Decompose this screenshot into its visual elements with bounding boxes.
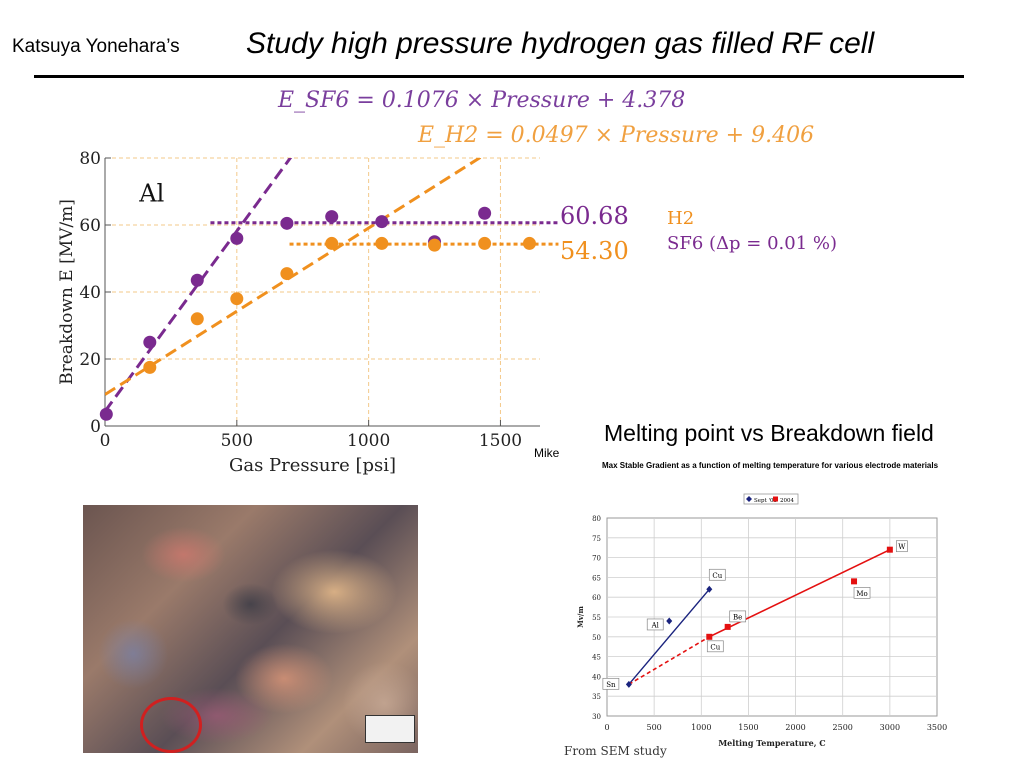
h2-data-point <box>190 312 204 326</box>
x-tick-label: 3500 <box>927 723 947 732</box>
x-axis-label: Gas Pressure [psi] <box>229 455 396 476</box>
legend-2004-marker <box>773 496 778 502</box>
material-label: Cu <box>710 643 720 651</box>
sem-surface-photo <box>83 505 418 753</box>
x-tick-label: 2000 <box>785 723 805 732</box>
h2-data-point <box>522 236 536 250</box>
legend-sept08-marker <box>746 496 752 502</box>
x-tick-label: 1000 <box>691 723 711 732</box>
y-tick-label: 70 <box>592 555 601 563</box>
y-tick-label: 50 <box>592 634 601 642</box>
sf6-data-point <box>143 335 157 349</box>
sf6-data-point <box>280 216 294 230</box>
2004-data-point <box>886 546 893 553</box>
sf6-data-point <box>99 407 113 421</box>
material-label: Cu <box>712 572 722 580</box>
h2-data-point <box>143 360 157 374</box>
melting-chart-title: Max Stable Gradient as a function of mel… <box>601 461 939 470</box>
y-tick-label: 60 <box>79 216 101 236</box>
material-label: Sn <box>606 681 616 689</box>
h2-plateau-value: 54.30 <box>560 237 629 265</box>
legend-sept08-label: Sept '08 <box>754 498 778 504</box>
y-tick-label: 40 <box>592 673 601 681</box>
source-note: From SEM study <box>564 744 667 758</box>
material-label-box <box>646 618 664 631</box>
fit-lines <box>105 158 483 413</box>
material-label-box <box>729 610 747 623</box>
y-tick-label: 30 <box>592 713 601 721</box>
y-tick-label: 20 <box>79 350 101 370</box>
x-tick-label: 1500 <box>738 723 758 732</box>
sept08-data-point <box>706 585 713 593</box>
material-label-box <box>896 540 908 553</box>
title-divider <box>34 75 964 78</box>
x-tick-label: 3000 <box>880 723 900 732</box>
material-label-box <box>602 677 620 690</box>
y-tick-label: 45 <box>592 654 601 662</box>
sf6-fit-equation: E_SF6 = 0.1076 × Pressure + 4.378 <box>278 88 686 113</box>
2004-data-point <box>851 578 858 585</box>
y-axis-label: Mv/m <box>576 606 585 628</box>
legend-h2: H2 <box>667 208 694 229</box>
x-tick-label: 0 <box>100 431 111 451</box>
h2-data-point <box>325 236 339 250</box>
sf6-data-point <box>190 273 204 287</box>
h2-data-point <box>230 292 244 306</box>
material-label-box <box>853 587 871 599</box>
2004-trend-line-dashed <box>628 636 710 686</box>
sept08-data-point <box>625 680 632 688</box>
scale-bar-box <box>365 715 415 743</box>
material-label: Be <box>733 613 742 621</box>
y-tick-label: 65 <box>592 574 601 582</box>
slide-title: Study high pressure hydrogen gas filled … <box>246 27 875 60</box>
y-axis-label: Breakdown E [MV/m] <box>57 199 77 385</box>
sf6-plateau-value: 60.68 <box>560 202 629 230</box>
sf6-data-point <box>478 206 492 220</box>
x-tick-label: 1500 <box>479 431 522 451</box>
sf6-data-point <box>375 215 389 229</box>
melting-chart-heading: Melting point vs Breakdown field <box>604 420 934 446</box>
x-tick-label: 1000 <box>347 431 390 451</box>
x-tick-label: 0 <box>604 723 609 732</box>
h2-data-point <box>428 238 442 252</box>
h2-fit-equation: E_H2 = 0.0497 × Pressure + 9.406 <box>418 123 815 148</box>
y-tick-label: 35 <box>592 693 601 701</box>
2004-trend-line <box>708 548 891 638</box>
h2-data-point <box>478 236 492 250</box>
material-label: Al <box>651 621 660 629</box>
x-tick-label: 500 <box>647 723 662 732</box>
material-label: W <box>898 543 906 551</box>
slide-title-author: Katsuya Yonehara’s <box>12 36 180 57</box>
sf6-data-point <box>230 231 244 245</box>
x-tick-label: 2500 <box>833 723 853 732</box>
y-tick-label: 80 <box>592 515 601 523</box>
y-tick-label: 60 <box>592 594 601 602</box>
x-axis-label: Melting Temperature, C <box>718 738 825 748</box>
y-tick-label: 55 <box>592 614 601 622</box>
y-tick-label: 40 <box>79 283 101 303</box>
x-tick-label: 500 <box>221 431 253 451</box>
material-label-box <box>706 640 724 653</box>
y-tick-label: 80 <box>79 149 101 169</box>
2004-data-point <box>706 633 713 640</box>
sept08-trend-line <box>628 588 710 685</box>
legend-box <box>743 493 799 505</box>
highlight-circle <box>140 697 202 753</box>
y-tick-label: 75 <box>592 535 601 543</box>
material-label-box <box>708 568 726 581</box>
h2-data-point <box>375 236 389 250</box>
h2-fit-line <box>105 158 483 396</box>
sept08-data-point <box>666 617 673 625</box>
h2-data-point <box>280 267 294 281</box>
credit-text: Mike <box>534 446 560 460</box>
legend-2004-label: 2004 <box>780 498 794 504</box>
legend-sf6: SF6 (Δp = 0.01 %) <box>667 233 837 254</box>
2004-data-point <box>724 623 731 630</box>
material-label: Mo <box>856 590 867 598</box>
sf6-data-point <box>325 210 339 224</box>
y-tick-label: 0 <box>90 417 101 437</box>
material-label: Al <box>138 180 164 208</box>
